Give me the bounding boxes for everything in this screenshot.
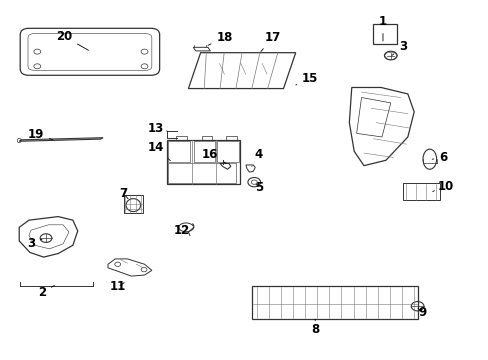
Text: 5: 5: [254, 181, 263, 194]
Text: 12: 12: [174, 224, 190, 237]
Bar: [168, 163, 235, 183]
Bar: [372, 24, 396, 44]
Text: 13: 13: [147, 122, 167, 135]
Text: 20: 20: [56, 30, 88, 50]
Text: 19: 19: [27, 127, 53, 141]
Text: 14: 14: [147, 141, 170, 161]
Bar: [225, 135, 236, 140]
Text: 16: 16: [202, 148, 225, 163]
Text: 2: 2: [38, 285, 54, 300]
Bar: [176, 135, 186, 140]
Bar: [167, 140, 239, 184]
Text: 18: 18: [207, 31, 232, 45]
Bar: [251, 286, 417, 319]
Bar: [168, 141, 190, 162]
Bar: [217, 141, 238, 162]
Text: 3: 3: [27, 237, 42, 250]
Bar: [402, 183, 439, 201]
Text: 4: 4: [251, 148, 262, 166]
Text: 8: 8: [310, 319, 319, 336]
Text: 10: 10: [432, 180, 452, 193]
Text: 6: 6: [431, 151, 447, 164]
Text: 9: 9: [417, 306, 426, 319]
Text: 11: 11: [109, 280, 125, 293]
Bar: [123, 195, 143, 213]
Text: 7: 7: [119, 187, 128, 200]
Bar: [201, 135, 212, 140]
Text: 3: 3: [391, 40, 406, 55]
Text: 1: 1: [378, 15, 386, 41]
Bar: [193, 141, 215, 162]
Text: 17: 17: [261, 31, 280, 51]
Text: 15: 15: [295, 72, 318, 85]
